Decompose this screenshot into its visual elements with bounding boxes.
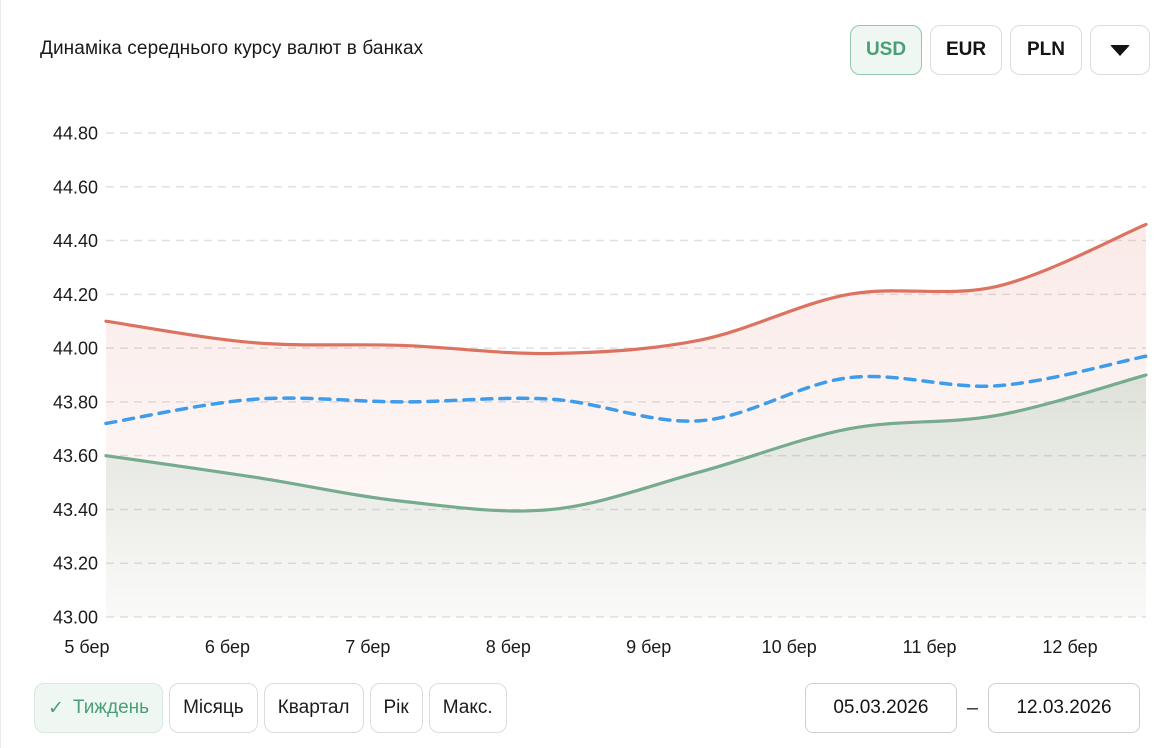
x-axis-label: 7 бер	[345, 637, 390, 657]
x-axis-label: 10 бер	[762, 637, 817, 657]
y-axis-label: 43.20	[53, 554, 98, 574]
period-button-year[interactable]: Рік	[369, 683, 423, 733]
check-icon: ✓	[48, 697, 64, 719]
currency-dropdown-button[interactable]	[1090, 25, 1150, 75]
caret-down-icon	[1110, 44, 1130, 56]
date-range-separator: –	[966, 696, 978, 719]
date-range: 05.03.2026 – 12.03.2026	[804, 683, 1140, 733]
series-lower-line-solid-green-area	[106, 375, 1146, 617]
x-axis-label: 11 бер	[903, 637, 957, 657]
period-selector: ✓ Тиждень Місяць Квартал Рік Макс.	[34, 683, 507, 733]
y-axis-label: 44.20	[53, 285, 98, 305]
x-axis-label: 5 бер	[64, 637, 109, 657]
y-axis-label: 43.00	[53, 608, 98, 628]
currency-tab-usd[interactable]: USD	[850, 25, 922, 75]
currency-selector: USD EUR PLN	[850, 25, 1150, 75]
exchange-rate-chart: 44.80 44.60 44.40 44.20 44.00 43.80 43.60 43.40…	[53, 124, 1148, 657]
x-axis-label: 9 бер	[626, 637, 671, 657]
series-lower-line-solid-green	[104, 373, 1148, 513]
period-button-week[interactable]: ✓ Тиждень	[34, 683, 164, 733]
currency-tab-eur[interactable]: EUR	[930, 25, 1002, 75]
x-axis-label: 6 бер	[205, 637, 250, 657]
series-upper-line-solid-red	[104, 222, 1148, 356]
y-axis-label: 44.60	[53, 177, 98, 197]
currency-tab-pln[interactable]: PLN	[1010, 25, 1082, 75]
period-button-label: Тиждень	[72, 697, 150, 718]
y-axis-label: 44.40	[53, 231, 98, 251]
date-to-input[interactable]: 12.03.2026	[988, 683, 1140, 733]
y-axis-label: 43.80	[53, 392, 98, 412]
x-axis-label: 12 бер	[1042, 637, 1097, 657]
series-middle-line-dashed-blue	[104, 354, 1148, 426]
period-button-month[interactable]: Місяць	[169, 683, 258, 733]
period-button-max[interactable]: Макс.	[428, 683, 507, 733]
page-title: Динаміка середнього курсу валют в банках	[40, 38, 424, 59]
date-from-input[interactable]: 05.03.2026	[804, 683, 957, 733]
period-button-quarter[interactable]: Квартал	[263, 683, 364, 733]
y-axis-label: 44.80	[53, 124, 98, 144]
y-axis-label: 43.40	[53, 500, 98, 520]
x-axis-label: 8 бер	[486, 637, 531, 657]
y-axis-label: 44.00	[53, 339, 98, 359]
chart-controls: ✓ Тиждень Місяць Квартал Рік Макс. 05.03…	[34, 683, 1140, 733]
y-axis-label: 43.60	[53, 446, 98, 466]
